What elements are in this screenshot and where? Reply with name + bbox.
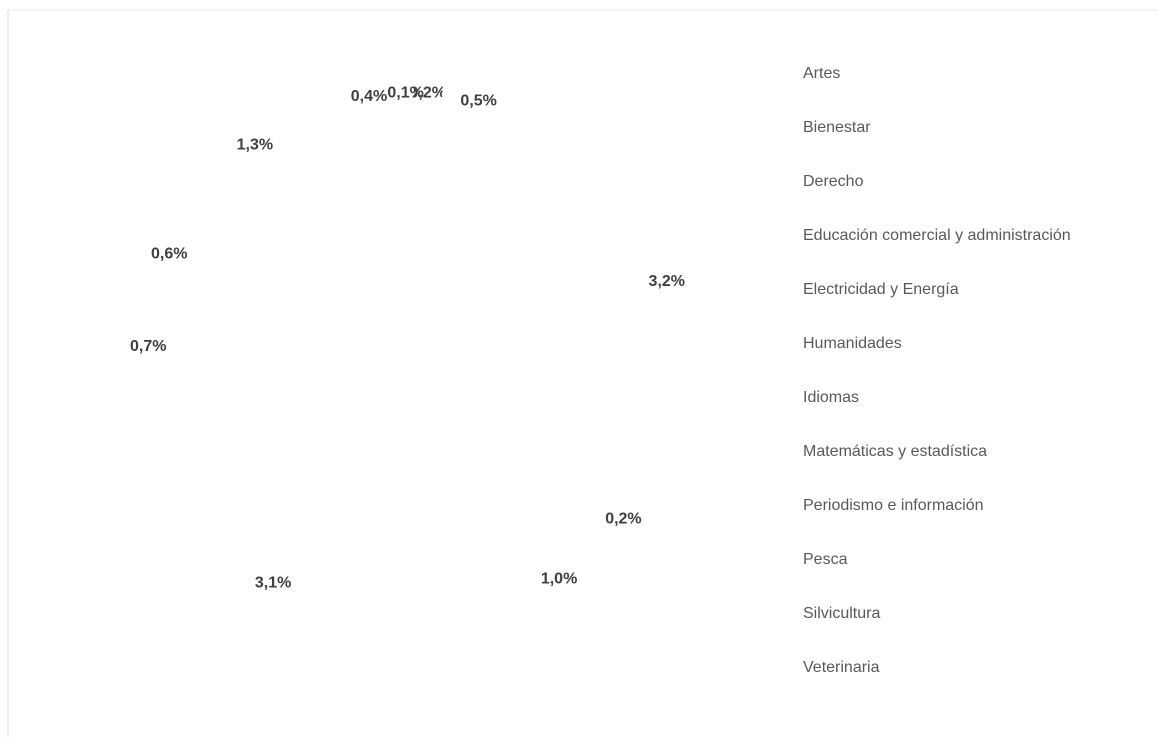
legend-entry: Derecho bbox=[803, 173, 864, 190]
data-label: 0,6% bbox=[151, 245, 187, 262]
data-label: 1,3% bbox=[237, 137, 273, 154]
pie-slice bbox=[413, 58, 447, 358]
data-label: 0,5% bbox=[460, 92, 496, 109]
pie-slice bbox=[116, 358, 504, 658]
legend-entry: Humanidades bbox=[803, 335, 902, 352]
legend-entry: Veterinaria bbox=[803, 659, 880, 676]
data-label: 3,2% bbox=[649, 273, 685, 290]
legend-entry: Periodismo e información bbox=[803, 497, 984, 514]
data-label: 3,1% bbox=[255, 574, 291, 591]
legend-entry: Bienestar bbox=[803, 119, 871, 136]
pie-slice bbox=[413, 80, 713, 527]
data-label: 1,0% bbox=[541, 570, 577, 587]
data-label: 0,2% bbox=[409, 85, 445, 102]
legend-entry: Pesca bbox=[803, 551, 848, 568]
data-label: 0,2% bbox=[605, 510, 641, 527]
legend-entry: Silvicultura bbox=[803, 605, 880, 622]
pie-slice bbox=[396, 58, 413, 358]
data-label: 0,1% bbox=[387, 84, 423, 101]
pie-slice bbox=[121, 196, 413, 358]
pie-slice bbox=[413, 358, 661, 554]
legend-entry: Artes bbox=[803, 65, 840, 82]
pie-slice bbox=[413, 358, 641, 645]
legend-entry: Idiomas bbox=[803, 389, 859, 406]
pie-slice bbox=[113, 287, 413, 404]
legend-entry: Matemáticas y estadística bbox=[803, 443, 987, 460]
pie-slice bbox=[330, 58, 413, 358]
legend-entry: Electricidad y Energía bbox=[803, 281, 959, 298]
pie-slice bbox=[160, 69, 413, 359]
pie-slice bbox=[413, 59, 527, 358]
data-label: 0,7% bbox=[130, 338, 166, 355]
legend-entry: Educación comercial y administración bbox=[803, 227, 1071, 244]
data-label: 0,4% bbox=[351, 88, 387, 105]
